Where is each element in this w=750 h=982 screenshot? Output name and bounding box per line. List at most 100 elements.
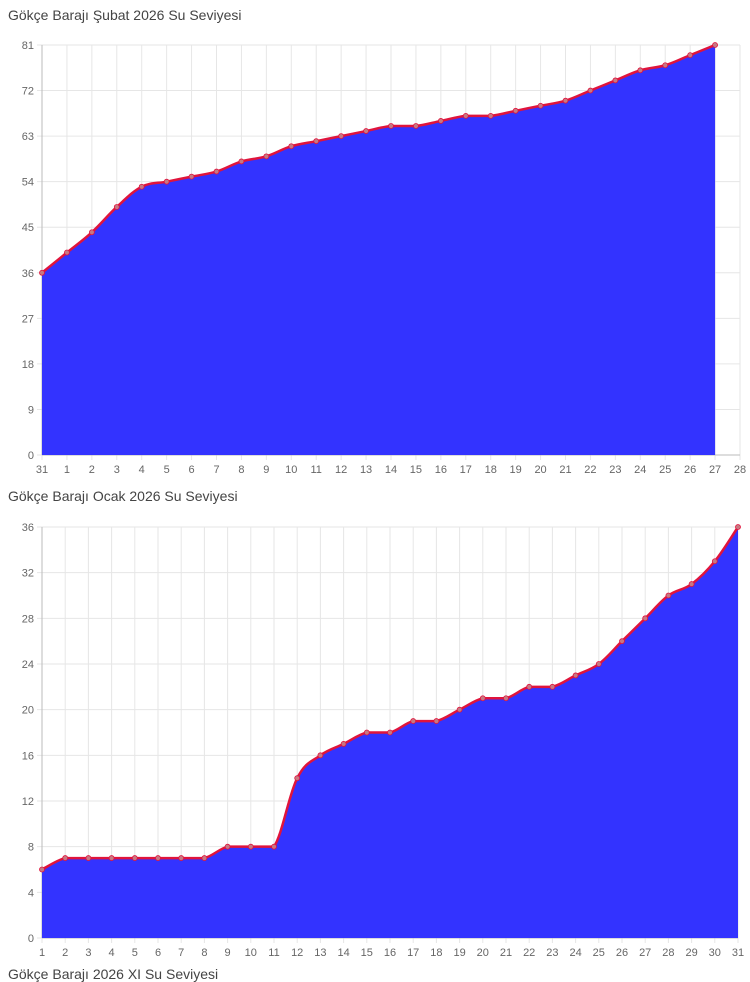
data-point[interactable] xyxy=(662,62,669,69)
x-tick-label: 12 xyxy=(291,947,303,959)
x-tick-label: 10 xyxy=(285,464,297,476)
data-point[interactable] xyxy=(712,42,718,48)
data-point[interactable] xyxy=(238,158,245,165)
data-point[interactable] xyxy=(665,592,672,599)
data-point[interactable] xyxy=(387,729,393,736)
x-tick-label: 9 xyxy=(263,464,269,476)
y-tick-label: 8 xyxy=(28,842,34,854)
x-tick-label: 14 xyxy=(385,464,397,476)
data-point[interactable] xyxy=(213,168,220,175)
data-point[interactable] xyxy=(462,112,469,119)
data-point[interactable] xyxy=(433,718,440,724)
data-point[interactable] xyxy=(85,855,92,861)
y-tick-label: 28 xyxy=(22,613,34,625)
data-point[interactable] xyxy=(317,752,324,759)
y-tick-label: 27 xyxy=(22,313,34,325)
data-point[interactable] xyxy=(735,524,741,530)
x-tick-label: 7 xyxy=(178,947,184,959)
x-tick-label: 8 xyxy=(201,947,207,959)
data-point[interactable] xyxy=(512,107,519,114)
x-tick-label: 2 xyxy=(62,947,68,959)
x-tick-label: 10 xyxy=(245,947,257,959)
data-point[interactable] xyxy=(413,123,419,129)
data-point[interactable] xyxy=(247,843,254,850)
y-tick-label: 54 xyxy=(22,177,34,189)
x-tick-label: 12 xyxy=(335,464,347,476)
data-point[interactable] xyxy=(131,855,138,861)
data-point[interactable] xyxy=(612,77,619,84)
data-point[interactable] xyxy=(711,558,718,565)
x-tick-label: 18 xyxy=(430,947,442,959)
x-tick-label: 21 xyxy=(559,464,571,476)
y-tick-label: 81 xyxy=(22,40,34,52)
data-point[interactable] xyxy=(163,178,170,185)
data-point[interactable] xyxy=(138,183,145,190)
x-tick-label: 29 xyxy=(685,947,697,959)
y-tick-label: 45 xyxy=(22,222,34,234)
data-point[interactable] xyxy=(155,855,161,861)
data-point[interactable] xyxy=(587,87,594,94)
x-tick-label: 23 xyxy=(609,464,621,476)
x-tick-label: 31 xyxy=(36,464,48,476)
data-point[interactable] xyxy=(338,133,345,140)
data-point[interactable] xyxy=(201,855,208,861)
data-point[interactable] xyxy=(526,683,533,690)
data-point[interactable] xyxy=(39,269,45,276)
data-point[interactable] xyxy=(537,102,544,109)
data-point[interactable] xyxy=(487,112,494,119)
data-point[interactable] xyxy=(224,843,231,850)
y-tick-label: 0 xyxy=(28,450,34,462)
x-tick-label: 28 xyxy=(662,947,674,959)
x-tick-label: 31 xyxy=(732,947,744,959)
x-tick-label: 7 xyxy=(213,464,219,476)
data-point[interactable] xyxy=(62,855,69,861)
x-tick-label: 22 xyxy=(584,464,596,476)
data-point[interactable] xyxy=(642,615,649,622)
data-point[interactable] xyxy=(263,153,270,160)
data-point[interactable] xyxy=(363,128,369,134)
x-tick-label: 5 xyxy=(164,464,170,476)
data-point[interactable] xyxy=(503,695,509,702)
y-tick-label: 12 xyxy=(22,796,34,808)
x-tick-label: 14 xyxy=(337,947,349,959)
data-point[interactable] xyxy=(549,683,556,690)
chart-title-partial: Gökçe Barajı 2026 XI Su Seviyesi xyxy=(8,966,219,982)
data-point[interactable] xyxy=(479,695,486,702)
data-point[interactable] xyxy=(363,729,370,736)
x-tick-label: 4 xyxy=(109,947,115,959)
data-point[interactable] xyxy=(340,741,347,747)
data-point[interactable] xyxy=(294,775,301,782)
data-point[interactable] xyxy=(456,706,463,713)
data-point[interactable] xyxy=(688,581,695,587)
data-point[interactable] xyxy=(637,67,644,74)
data-point[interactable] xyxy=(108,855,115,861)
data-point[interactable] xyxy=(288,143,295,150)
data-point[interactable] xyxy=(572,672,579,679)
data-point[interactable] xyxy=(88,229,95,236)
data-point[interactable] xyxy=(188,173,195,180)
data-point[interactable] xyxy=(313,138,320,145)
data-point[interactable] xyxy=(687,52,694,59)
data-point[interactable] xyxy=(595,661,602,667)
y-tick-label: 24 xyxy=(22,659,34,671)
x-tick-label: 22 xyxy=(523,947,535,959)
x-tick-label: 5 xyxy=(132,947,138,959)
y-tick-label: 32 xyxy=(22,568,34,580)
data-point[interactable] xyxy=(64,249,70,256)
data-point[interactable] xyxy=(437,118,444,124)
data-point[interactable] xyxy=(271,843,277,850)
x-tick-label: 20 xyxy=(477,947,489,959)
data-point[interactable] xyxy=(178,855,185,861)
data-point[interactable] xyxy=(388,123,394,129)
data-point[interactable] xyxy=(619,638,625,645)
x-tick-label: 25 xyxy=(593,947,605,959)
data-point[interactable] xyxy=(410,718,417,724)
data-point[interactable] xyxy=(39,866,45,873)
x-tick-label: 17 xyxy=(407,947,419,959)
y-tick-label: 0 xyxy=(28,933,34,945)
data-point[interactable] xyxy=(562,97,569,104)
data-point[interactable] xyxy=(113,204,120,210)
x-tick-label: 21 xyxy=(500,947,512,959)
